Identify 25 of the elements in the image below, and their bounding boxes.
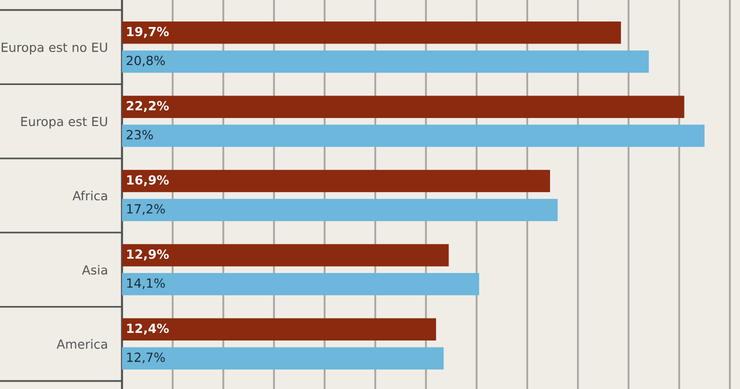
data-label: 19,7%: [127, 26, 169, 38]
bar: [122, 318, 436, 341]
y-tick-label: Africa: [72, 190, 107, 200]
data-label: 17,2%: [127, 204, 165, 215]
bar: [122, 50, 649, 73]
data-label: 22,2%: [126, 101, 169, 112]
y-tick-label: Europa est no EU: [2, 42, 108, 54]
bar: [122, 198, 558, 222]
data-label: 12,7%: [127, 352, 165, 364]
data-label: 23%: [126, 130, 153, 140]
bar: [122, 96, 684, 118]
y-tick-label: Europa est EU: [21, 116, 108, 129]
bar: [122, 347, 444, 370]
y-tick-label: America: [56, 339, 107, 349]
data-label: 14,1%: [127, 278, 165, 290]
bar: [122, 273, 480, 296]
data-label: 16,9%: [127, 175, 169, 186]
bar: [122, 244, 449, 266]
data-label: 20,8%: [126, 56, 165, 66]
data-label: 12,4%: [127, 324, 169, 335]
bar: [122, 170, 550, 192]
bar: [122, 22, 621, 44]
bar: [122, 124, 705, 147]
y-tick-label: Asia: [82, 264, 107, 275]
data-label: 12,9%: [127, 249, 169, 260]
